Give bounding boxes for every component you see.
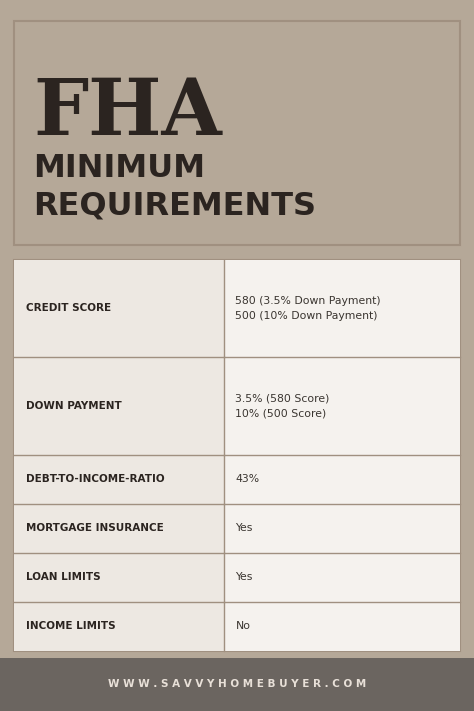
Text: No: No bbox=[236, 621, 250, 631]
FancyBboxPatch shape bbox=[14, 260, 224, 357]
Text: REQUIREMENTS: REQUIREMENTS bbox=[33, 191, 316, 222]
FancyBboxPatch shape bbox=[14, 504, 224, 553]
Text: 43%: 43% bbox=[236, 474, 260, 484]
FancyBboxPatch shape bbox=[14, 553, 224, 602]
Text: DOWN PAYMENT: DOWN PAYMENT bbox=[26, 401, 122, 411]
Text: INCOME LIMITS: INCOME LIMITS bbox=[26, 621, 116, 631]
Text: Yes: Yes bbox=[236, 523, 253, 533]
Text: MORTGAGE INSURANCE: MORTGAGE INSURANCE bbox=[26, 523, 164, 533]
FancyBboxPatch shape bbox=[224, 357, 460, 455]
Text: LOAN LIMITS: LOAN LIMITS bbox=[26, 572, 100, 582]
FancyBboxPatch shape bbox=[224, 455, 460, 504]
Text: 3.5% (580 Score)
10% (500 Score): 3.5% (580 Score) 10% (500 Score) bbox=[236, 394, 330, 419]
FancyBboxPatch shape bbox=[14, 260, 460, 651]
FancyBboxPatch shape bbox=[14, 357, 224, 455]
FancyBboxPatch shape bbox=[14, 455, 224, 504]
Text: 580 (3.5% Down Payment)
500 (10% Down Payment): 580 (3.5% Down Payment) 500 (10% Down Pa… bbox=[236, 296, 381, 321]
Text: Yes: Yes bbox=[236, 572, 253, 582]
FancyBboxPatch shape bbox=[14, 602, 224, 651]
FancyBboxPatch shape bbox=[14, 21, 460, 245]
FancyBboxPatch shape bbox=[224, 504, 460, 553]
FancyBboxPatch shape bbox=[224, 602, 460, 651]
FancyBboxPatch shape bbox=[224, 260, 460, 357]
Text: W W W . S A V V Y H O M E B U Y E R . C O M: W W W . S A V V Y H O M E B U Y E R . C … bbox=[108, 679, 366, 690]
Text: MINIMUM: MINIMUM bbox=[33, 153, 205, 184]
Text: FHA: FHA bbox=[33, 75, 222, 151]
Text: DEBT-TO-INCOME-RATIO: DEBT-TO-INCOME-RATIO bbox=[26, 474, 164, 484]
FancyBboxPatch shape bbox=[0, 658, 474, 711]
Text: CREDIT SCORE: CREDIT SCORE bbox=[26, 304, 111, 314]
FancyBboxPatch shape bbox=[224, 553, 460, 602]
